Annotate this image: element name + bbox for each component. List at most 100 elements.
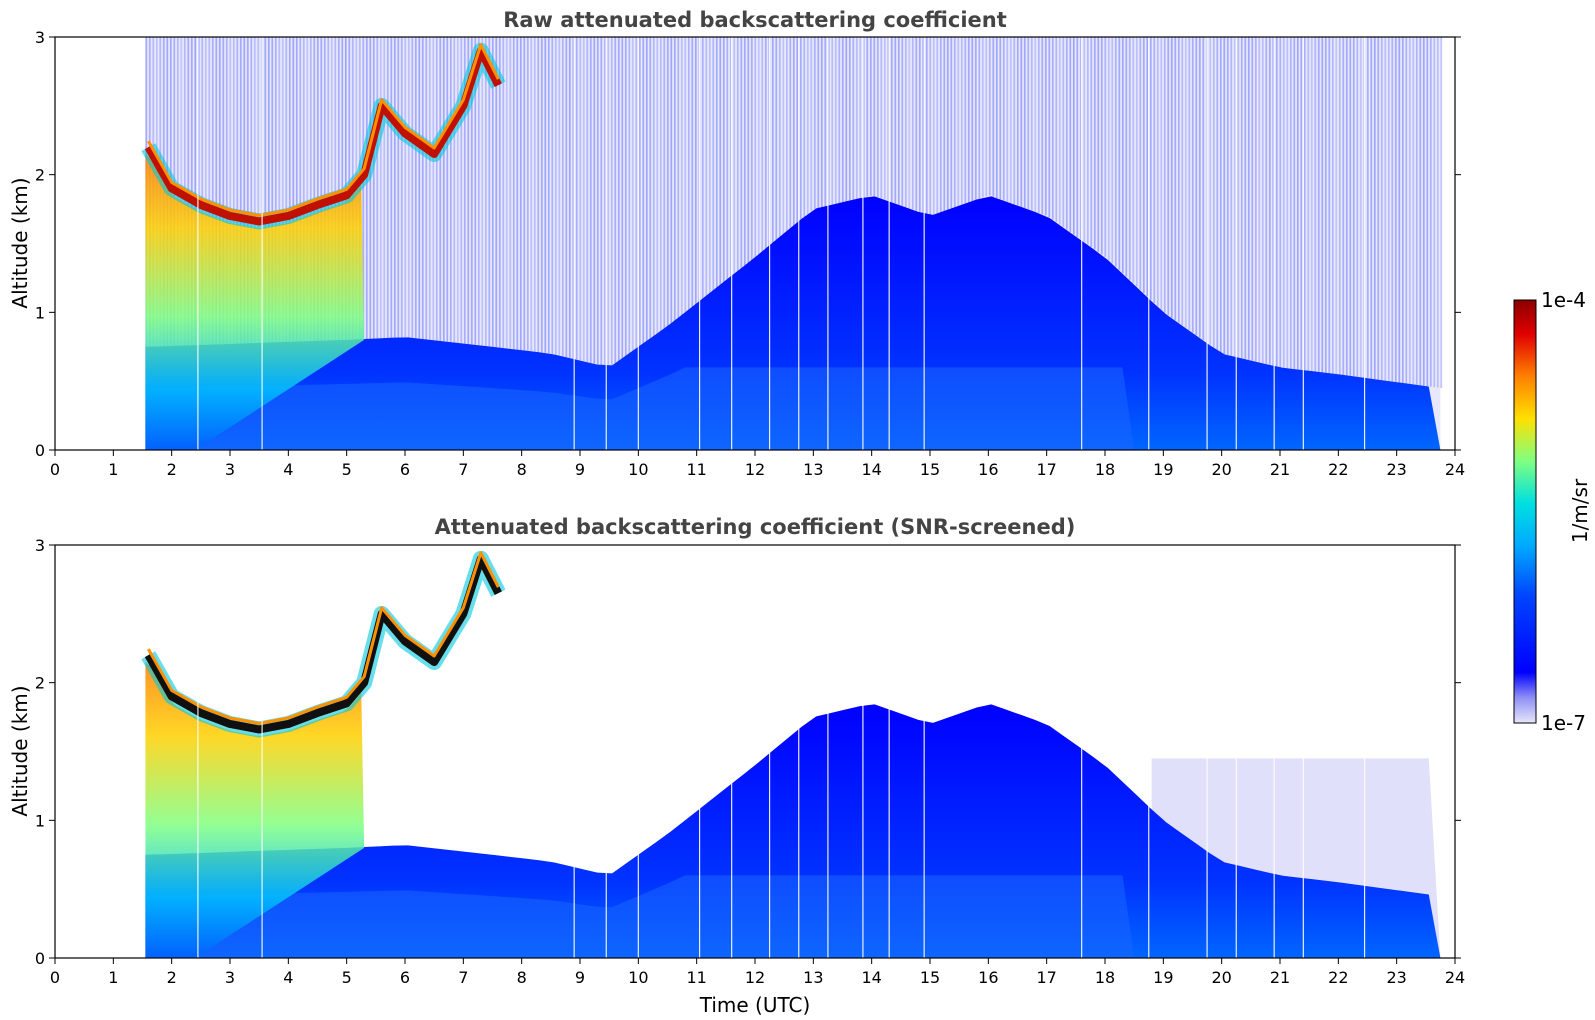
noise-speckle [796,37,799,224]
noise-speckle [1016,37,1019,206]
noise-speckle [1436,37,1439,388]
noise-speckle [901,37,904,206]
noise-speckle [873,37,876,196]
noise-speckle [715,37,718,289]
noise-speckle [1429,37,1432,387]
noise-speckle [645,37,648,342]
noise-speckle [1142,37,1145,294]
noise-speckle [1303,37,1306,371]
y-tick-label: 2 [35,166,45,185]
noise-speckle [1272,37,1275,366]
noise-speckle [1118,37,1121,270]
noise-speckle [1296,37,1299,370]
noise-speckle [530,37,533,352]
noise-speckle [334,37,337,341]
noise-speckle [603,37,606,367]
noise-speckle [631,37,634,352]
noise-speckle [327,37,330,341]
noise-speckle [803,37,806,218]
y-tick-label: 1 [35,811,45,830]
noise-speckle [1401,37,1404,383]
x-tick-label: 0 [50,968,60,987]
noise-speckle [288,37,291,342]
noise-speckle [246,37,249,344]
noise-speckle [1384,37,1387,381]
noise-speckle [1174,37,1177,321]
noise-speckle [1328,37,1331,374]
noise-speckle [1195,37,1198,336]
noise-speckle [1345,37,1348,376]
noise-speckle [712,37,715,291]
noise-speckle [670,37,673,324]
noise-speckle [943,37,946,212]
noise-speckle [1048,37,1051,218]
noise-speckle [1254,37,1257,362]
x-tick-label: 9 [575,968,585,987]
noise-speckle [726,37,729,280]
noise-speckle [855,37,858,200]
noise-speckle [519,37,522,350]
noise-speckle [446,37,449,342]
noise-speckle [393,37,396,338]
noise-speckle [390,37,393,338]
noise-speckle [1202,37,1205,341]
x-tick-label: 24 [1445,968,1465,987]
x-tick-label: 7 [458,968,468,987]
noise-speckle [1331,37,1334,374]
noise-speckle [1370,37,1373,379]
noise-speckle [677,37,680,319]
noise-speckle [481,37,484,346]
noise-speckle [250,37,253,344]
noise-speckle [1286,37,1289,369]
noise-speckle [904,37,907,208]
noise-speckle [1100,37,1103,255]
noise-speckle [701,37,704,300]
noise-speckle [1065,37,1068,230]
noise-speckle [1275,37,1278,367]
noise-speckle [1041,37,1044,215]
noise-speckle [502,37,505,348]
x-tick-label: 16 [978,460,998,479]
noise-speckle [474,37,477,345]
noise-speckle [225,37,228,345]
noise-speckle [253,37,256,344]
noise-speckle [1128,37,1131,280]
noise-speckle [498,37,501,348]
noise-speckle [929,37,932,216]
noise-speckle [1258,37,1261,363]
noise-speckle [722,37,725,283]
noise-speckle [1415,37,1418,385]
noise-speckle [467,37,470,344]
noise-speckle [477,37,480,346]
noise-speckle [1163,37,1166,313]
noise-speckle [673,37,676,322]
noise-speckle [694,37,697,305]
x-tick-label: 5 [342,968,352,987]
noise-speckle [544,37,547,353]
axis-ticks: 0 1 2 3 4 5 6 7 8 9 10 11 12 13 14 15 16 17 18 19 20 21 22 23 24… [35,536,1465,987]
x-tick-label: 12 [745,460,765,479]
noise-speckle [292,37,295,342]
noise-speckle [271,37,274,343]
noise-speckle [561,37,564,357]
noise-speckle [729,37,732,277]
noise-speckle [922,37,925,214]
noise-speckle [211,37,214,345]
noise-speckle [439,37,442,341]
noise-speckle [1230,37,1233,356]
noise-speckle [915,37,918,211]
noise-speckle [579,37,582,361]
noise-speckle [505,37,508,349]
noise-speckle [845,37,848,202]
noise-speckle [1177,37,1180,323]
noise-speckle [1191,37,1194,333]
noise-speckle [806,37,809,215]
noise-speckle [1170,37,1173,318]
noise-speckle [925,37,928,215]
noise-speckle [320,37,323,341]
x-tick-label: 10 [628,968,648,987]
noise-speckle [1251,37,1254,361]
noise-speckle [1433,37,1436,388]
noise-speckle [1321,37,1324,373]
noise-speckle [428,37,431,340]
